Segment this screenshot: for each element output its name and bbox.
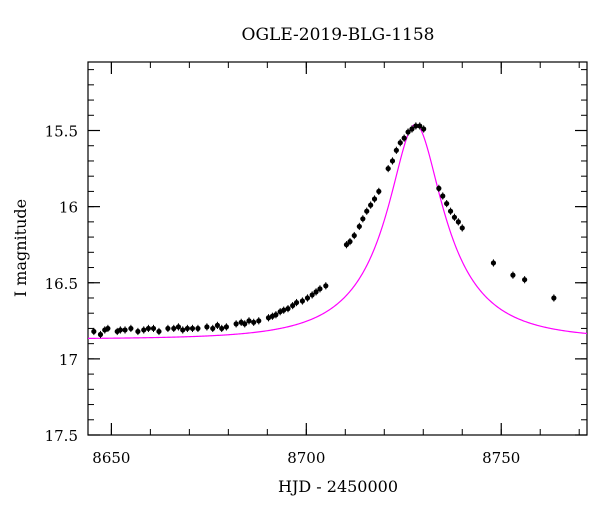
data-point [436, 184, 442, 192]
data-point [405, 128, 411, 136]
data-point [273, 311, 279, 319]
y-axis-label: I magnitude [11, 199, 30, 297]
data-point [343, 241, 350, 249]
data-point [210, 324, 216, 333]
data-point [417, 122, 423, 130]
data-point [281, 306, 287, 314]
data-point [175, 323, 182, 331]
data-point [233, 320, 239, 328]
data-point [317, 285, 323, 293]
data-point [401, 134, 407, 142]
y-tick-label: 16.5 [45, 275, 78, 293]
chart-title: OGLE-2019-BLG-1158 [242, 25, 435, 45]
minor-ticks [88, 62, 587, 436]
data-point [347, 238, 353, 246]
data-point [309, 291, 315, 299]
data-point [413, 122, 419, 130]
data-point [393, 146, 399, 154]
data-point [510, 271, 516, 279]
data-point [356, 222, 362, 231]
y-tick-label: 16 [59, 199, 78, 217]
data-point [364, 207, 370, 215]
data-point [128, 324, 134, 333]
data-point [389, 157, 396, 165]
data-point [204, 323, 210, 331]
data-point [214, 321, 221, 329]
data-point [451, 213, 458, 221]
data-point [444, 199, 450, 208]
data-point [97, 330, 104, 339]
data-point [323, 282, 329, 290]
data-point [421, 125, 427, 133]
data-point [91, 327, 97, 336]
data-point [251, 318, 257, 326]
data-point [371, 195, 378, 203]
y-tick-label: 17.5 [45, 427, 78, 445]
data-point [447, 207, 454, 215]
data-point [117, 326, 123, 334]
data-point [490, 259, 497, 267]
data-point [360, 215, 366, 223]
data-point [189, 324, 196, 333]
data-point [409, 125, 415, 133]
data-point [385, 164, 391, 173]
x-axis-label: HJD - 2450000 [278, 477, 398, 496]
data-point [459, 224, 465, 232]
data-point [223, 323, 229, 331]
data-point [256, 317, 262, 325]
data-point [219, 324, 225, 333]
data-point [242, 320, 248, 328]
data-point [290, 301, 296, 310]
data-point [135, 327, 141, 336]
model-curve [87, 123, 588, 339]
data-point [122, 326, 128, 334]
y-tick-labels: 15.5 16 16.5 17 17.5 [45, 123, 78, 445]
data-point [397, 139, 403, 147]
data-point [285, 305, 291, 313]
data-point [246, 317, 252, 325]
data-points [91, 122, 557, 339]
data-point [376, 187, 382, 196]
x-tick-label: 8700 [287, 449, 325, 467]
y-tick-label: 15.5 [45, 123, 78, 141]
data-point [313, 288, 319, 296]
x-tick-label: 8650 [92, 449, 130, 467]
major-ticks [88, 62, 587, 436]
data-point [150, 324, 157, 333]
data-point [455, 218, 461, 226]
y-tick-label: 17 [59, 351, 78, 369]
data-point [145, 324, 152, 333]
data-point [551, 294, 557, 302]
x-tick-label: 8750 [482, 449, 520, 467]
data-point [293, 298, 300, 307]
data-point [522, 276, 528, 284]
data-point [156, 327, 162, 336]
data-point [265, 314, 272, 322]
data-point [171, 324, 177, 333]
data-point [195, 324, 201, 333]
data-point [184, 324, 191, 333]
data-point [351, 231, 357, 240]
data-point [299, 297, 306, 305]
plot-frame [87, 61, 588, 436]
data-point [368, 201, 374, 209]
data-point [180, 326, 186, 334]
data-point [141, 326, 147, 334]
data-point [165, 324, 171, 333]
data-point [440, 192, 446, 200]
data-point [105, 324, 111, 333]
data-point [304, 294, 311, 302]
x-tick-labels: 8650 8700 8750 [92, 449, 520, 467]
